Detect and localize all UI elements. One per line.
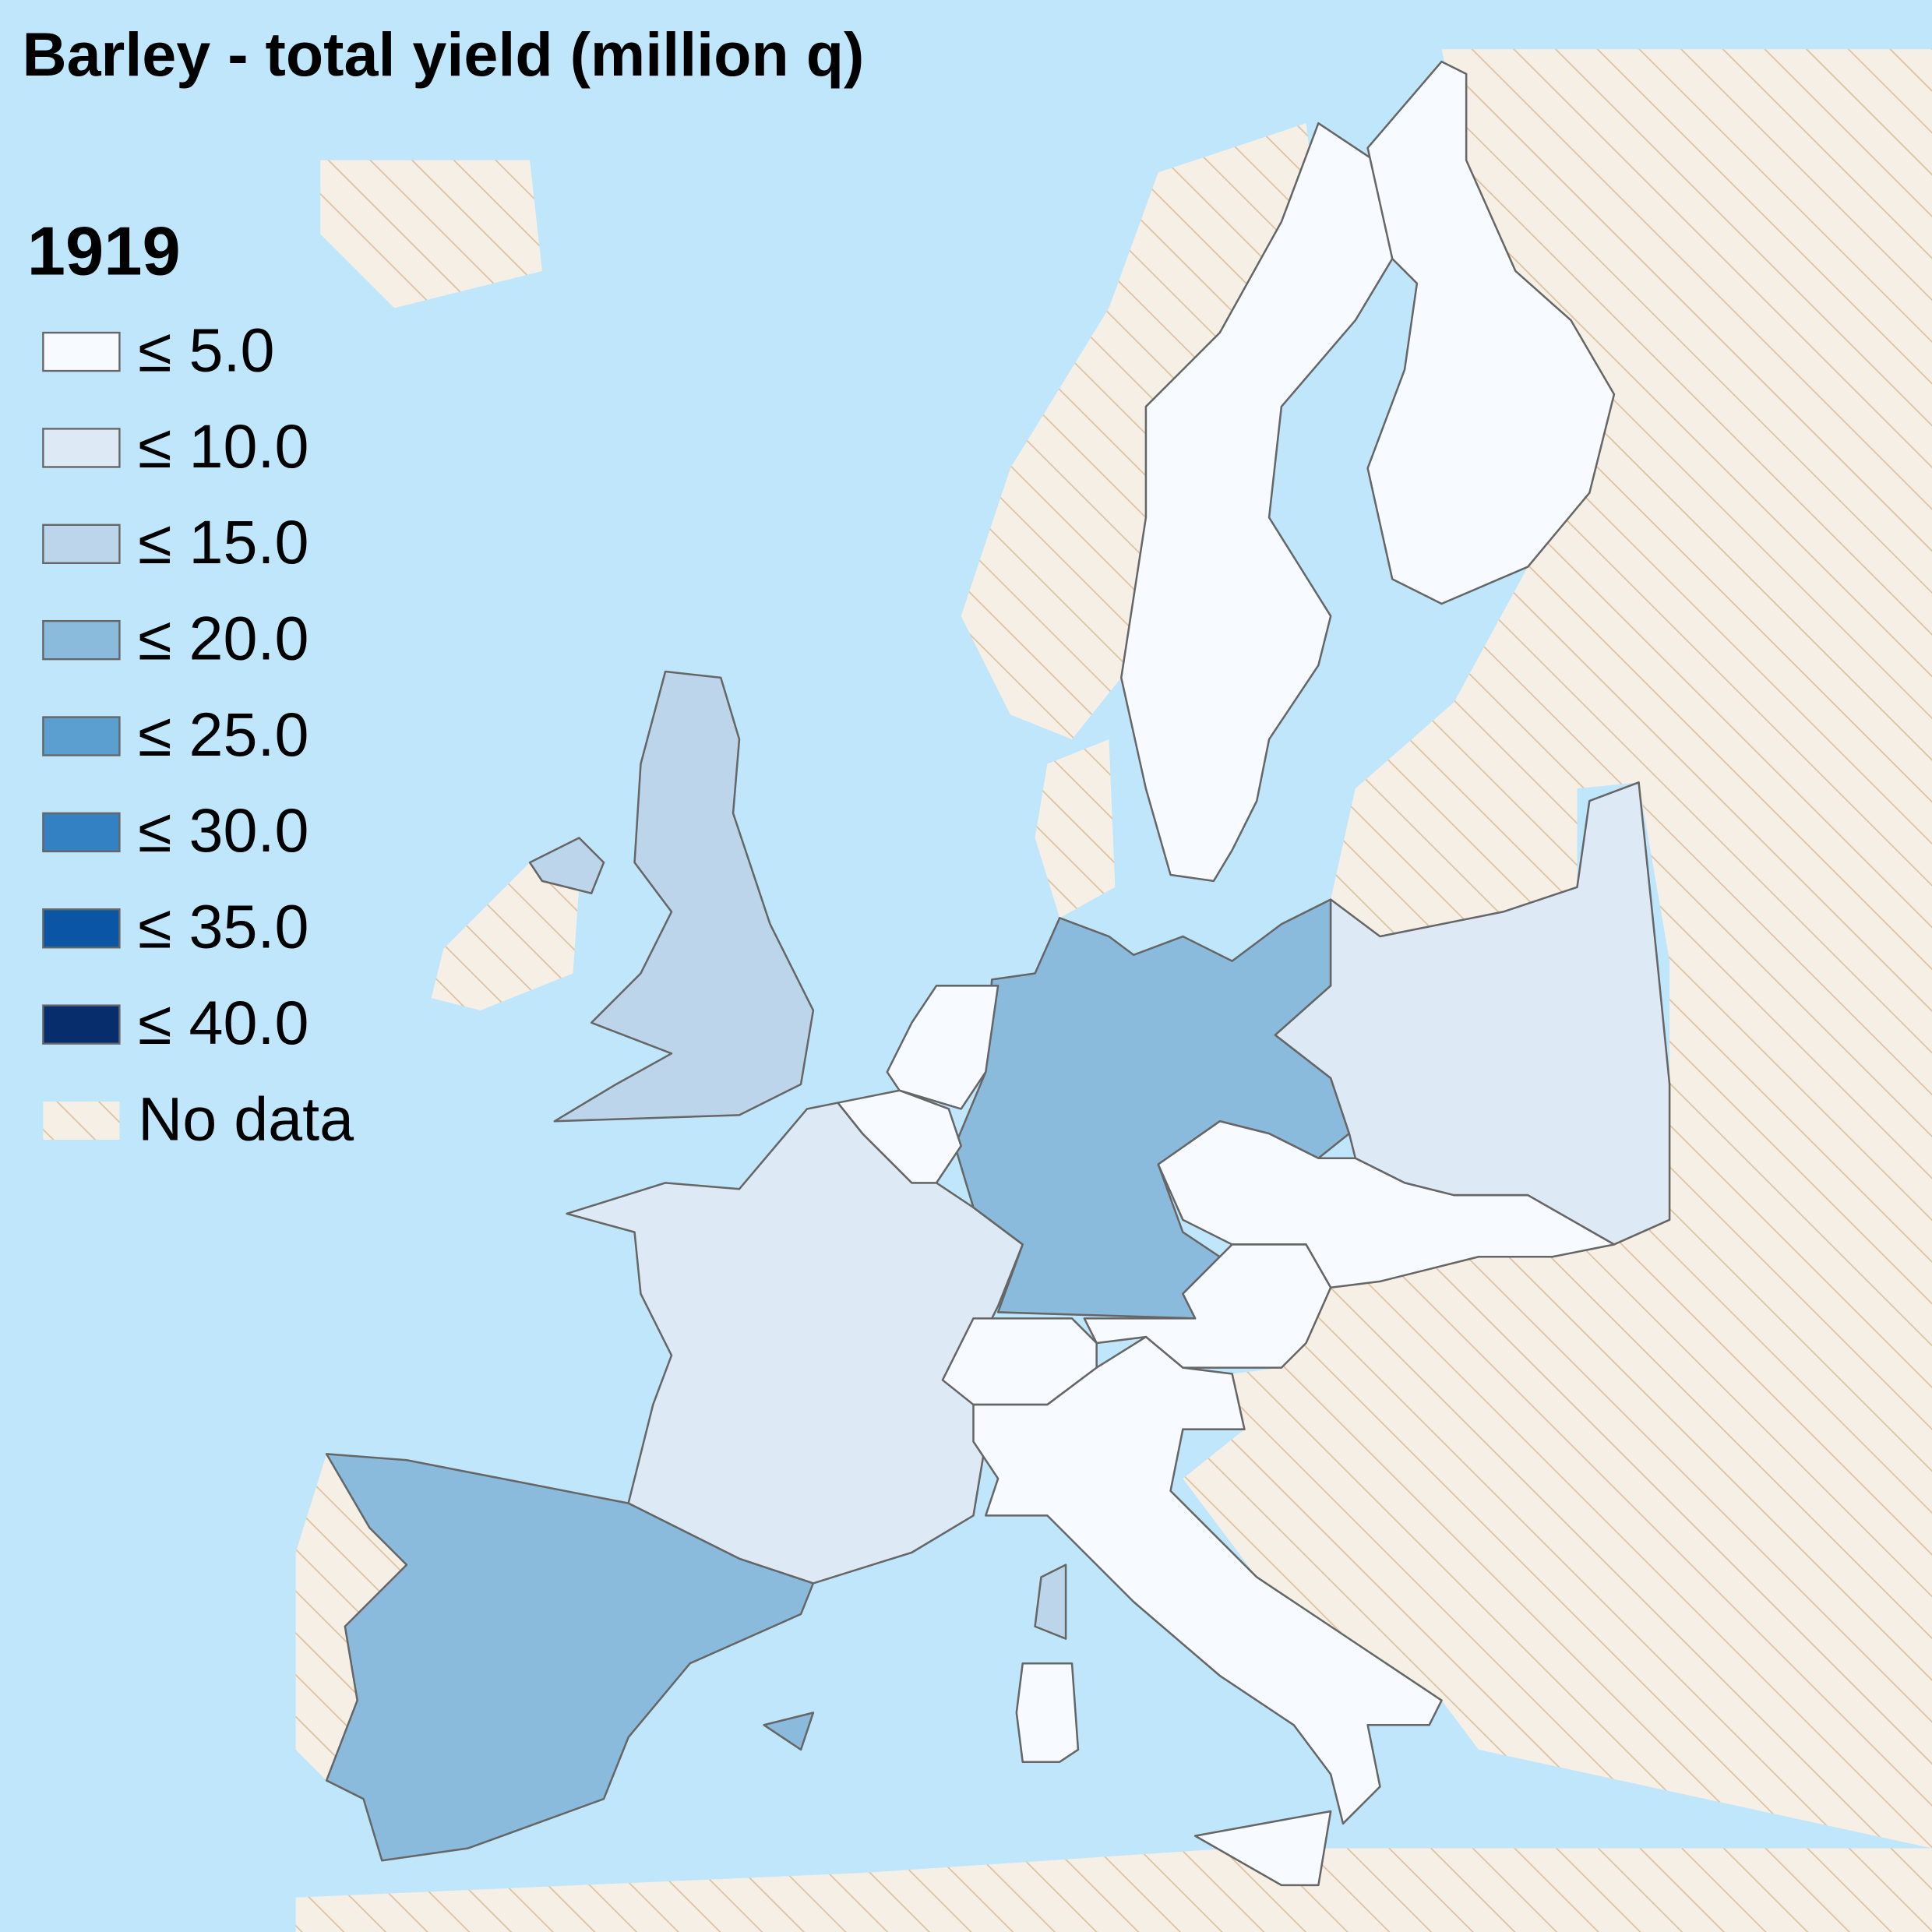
legend-label: ≤ 40.0 — [138, 988, 308, 1057]
no-data-region — [961, 123, 1319, 739]
legend-label: ≤ 20.0 — [138, 604, 308, 673]
legend-swatch — [42, 716, 121, 756]
legend-label: ≤ 15.0 — [138, 507, 308, 576]
legend-swatch — [42, 331, 121, 372]
legend-swatch — [42, 619, 121, 661]
no-data-region — [431, 862, 580, 1010]
legend-year: 1919 — [27, 212, 181, 289]
country — [1193, 1810, 1332, 1887]
no-data-region — [295, 1848, 1932, 1932]
legend-swatch — [42, 908, 121, 949]
legend-label: ≤ 25.0 — [138, 700, 308, 769]
no-data-region — [1035, 739, 1116, 918]
legend-swatch — [42, 428, 121, 468]
country — [763, 1712, 815, 1751]
legend-swatch — [42, 1004, 121, 1045]
legend-label: ≤ 5.0 — [138, 315, 274, 384]
country — [325, 1453, 815, 1862]
legend-swatch — [42, 812, 121, 853]
no-data-region — [1183, 49, 1932, 1849]
country — [886, 985, 999, 1110]
legend-swatch — [43, 1101, 120, 1141]
country — [528, 837, 605, 894]
country — [553, 670, 815, 1123]
legend-label: ≤ 30.0 — [138, 795, 308, 865]
country — [972, 1335, 1443, 1825]
land — [295, 49, 1932, 1932]
map-title: Barley - total yield (million q) — [22, 19, 864, 89]
legend: ≤ 5.0 ≤ 10.0 ≤ 15.0 ≤ 20.0 ≤ 25.0 ≤ 30.0 ≤ 35.… — [42, 315, 354, 1153]
no-data-region — [295, 1454, 407, 1781]
country — [1034, 1564, 1067, 1640]
countries — [325, 60, 1671, 1887]
legend-label: No data — [138, 1084, 354, 1153]
no-data-region — [320, 160, 542, 308]
country — [1366, 60, 1616, 605]
legend-label: ≤ 35.0 — [138, 892, 308, 961]
country — [1015, 1662, 1080, 1764]
country — [1120, 122, 1394, 883]
legend-label: ≤ 10.0 — [138, 411, 308, 481]
legend-swatch — [42, 524, 121, 564]
